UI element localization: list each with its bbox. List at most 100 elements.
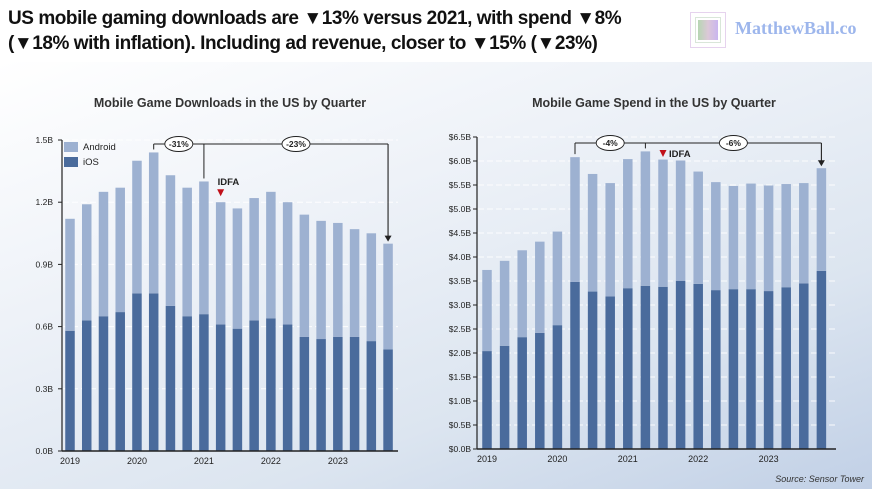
bar-ios (333, 336, 343, 451)
y-tick-label: 1.5B (36, 135, 54, 145)
bar-ios (535, 332, 545, 449)
downloads-chart: 0.0B 0.3B 0.6B 0.9B 1.2B 1.5B 2019 2020 2021 2022… (0, 90, 436, 489)
bar-android (693, 171, 703, 284)
bar-ios (570, 281, 580, 449)
y-tick-label: $4.5B (449, 228, 472, 238)
bar-ios (383, 349, 393, 451)
bar-android (763, 185, 774, 292)
annotation-arrowhead-icon (384, 235, 392, 242)
x-tick-label: 2019 (477, 454, 497, 464)
bar-ios (132, 293, 142, 451)
legend-label-ios: iOS (83, 157, 99, 168)
bar-android (623, 159, 633, 289)
bar-ios (816, 270, 827, 449)
bar-android (799, 183, 809, 284)
bar-android (587, 173, 598, 292)
bar-android (728, 185, 739, 290)
bar-ios (98, 316, 109, 451)
bar-android (711, 182, 721, 291)
slide-title-line-1: US mobile gaming downloads are ▼13% vers… (8, 8, 622, 29)
bar-android (570, 157, 580, 282)
bar-android (299, 214, 310, 337)
bar-android (517, 250, 527, 338)
y-tick-label: 1.2B (36, 197, 54, 207)
bar-android (816, 168, 827, 271)
y-tick-label: $6.0B (449, 156, 472, 166)
y-tick-label: $5.0B (449, 204, 472, 214)
bar-ios (182, 316, 192, 451)
bar-android (605, 183, 615, 297)
spend-chart: $0.0B $0.5B $1.0B $1.5B $2.0B $2.5B $3.0B $3.5B… (436, 90, 872, 489)
bar-android (658, 159, 668, 287)
spend-chart-plot: $0.0B $0.5B $1.0B $1.5B $2.0B $2.5B $3.0B $3.5B… (449, 132, 836, 464)
bar-android (98, 191, 109, 317)
bar-android (333, 222, 343, 337)
annotation-label: -6% (726, 138, 742, 148)
bar-android (675, 160, 686, 281)
downloads-chart-title: Mobile Game Downloads in the US by Quart… (93, 96, 367, 110)
bar-ios (728, 289, 739, 449)
legend-swatch-ios (64, 157, 78, 167)
x-tick-label: 2020 (127, 456, 147, 466)
x-tick-label: 2021 (194, 456, 214, 466)
x-tick-label: 2023 (759, 454, 779, 464)
slide-title: US mobile gaming downloads are ▼13% vers… (8, 6, 622, 56)
bar-android (148, 152, 159, 294)
matthewball-logo[interactable]: MatthewBall.co (688, 10, 872, 52)
bar-ios (517, 337, 527, 449)
bar-android (366, 233, 377, 342)
spend-chart-title: Mobile Game Spend in the US by Quarter (532, 96, 776, 110)
bar-ios (693, 283, 703, 449)
bar-ios (658, 286, 668, 449)
bar-android (316, 220, 326, 340)
annotation-label: -31% (169, 139, 189, 149)
annotation-label-oval (164, 136, 194, 152)
annotation-arrowhead-icon (817, 160, 825, 167)
y-tick-label: $0.5B (449, 420, 472, 430)
bar-android (746, 183, 756, 290)
y-tick-label: $6.5B (449, 132, 472, 142)
chart-panel: 0.0B 0.3B 0.6B 0.9B 1.2B 1.5B 2019 2020 2021 2022… (0, 62, 872, 489)
bar-ios (763, 291, 774, 449)
logo-text: MatthewBall.co (735, 18, 857, 38)
bar-ios (781, 287, 791, 449)
bar-android (165, 175, 176, 306)
y-tick-label: 0.0B (36, 446, 54, 456)
legend-swatch-android (64, 142, 78, 152)
bar-ios (711, 290, 721, 449)
bar-android (182, 187, 192, 317)
bar-android (199, 181, 209, 315)
bar-android (535, 241, 545, 333)
annotation-label-oval (595, 135, 625, 151)
y-tick-label: $1.5B (449, 372, 472, 382)
bar-android (640, 151, 651, 286)
bar-ios (148, 293, 159, 451)
y-tick-label: $4.0B (449, 252, 472, 262)
y-tick-label: $3.0B (449, 300, 472, 310)
bar-ios (552, 325, 563, 449)
idfa-label: IDFA (669, 149, 691, 160)
x-tick-label: 2022 (688, 454, 708, 464)
bar-ios (215, 324, 226, 451)
idfa-label: IDFA (218, 177, 240, 188)
bar-ios (605, 296, 615, 449)
bar-android (249, 198, 259, 321)
bar-ios (282, 324, 293, 451)
bar-ios (266, 318, 276, 451)
bar-ios (65, 330, 75, 451)
bar-android (115, 187, 125, 313)
bar-android (215, 202, 226, 325)
slide-title-line-2: (▼18% with inflation). Including ad reve… (8, 33, 598, 54)
bar-ios (499, 345, 510, 449)
x-tick-label: 2020 (547, 454, 567, 464)
annotation-label-oval (718, 135, 748, 151)
downloads-chart-plot: 0.0B 0.3B 0.6B 0.9B 1.2B 1.5B 2019 2020 2021 2022… (36, 135, 398, 466)
x-tick-label: 2023 (328, 456, 348, 466)
y-tick-label: $0.0B (449, 444, 472, 454)
bar-android (65, 218, 75, 331)
bar-android (232, 208, 243, 329)
y-tick-label: $3.5B (449, 276, 472, 286)
legend-item-android: Android (64, 142, 116, 157)
bar-android (499, 260, 510, 346)
idfa-marker-icon (659, 150, 667, 157)
